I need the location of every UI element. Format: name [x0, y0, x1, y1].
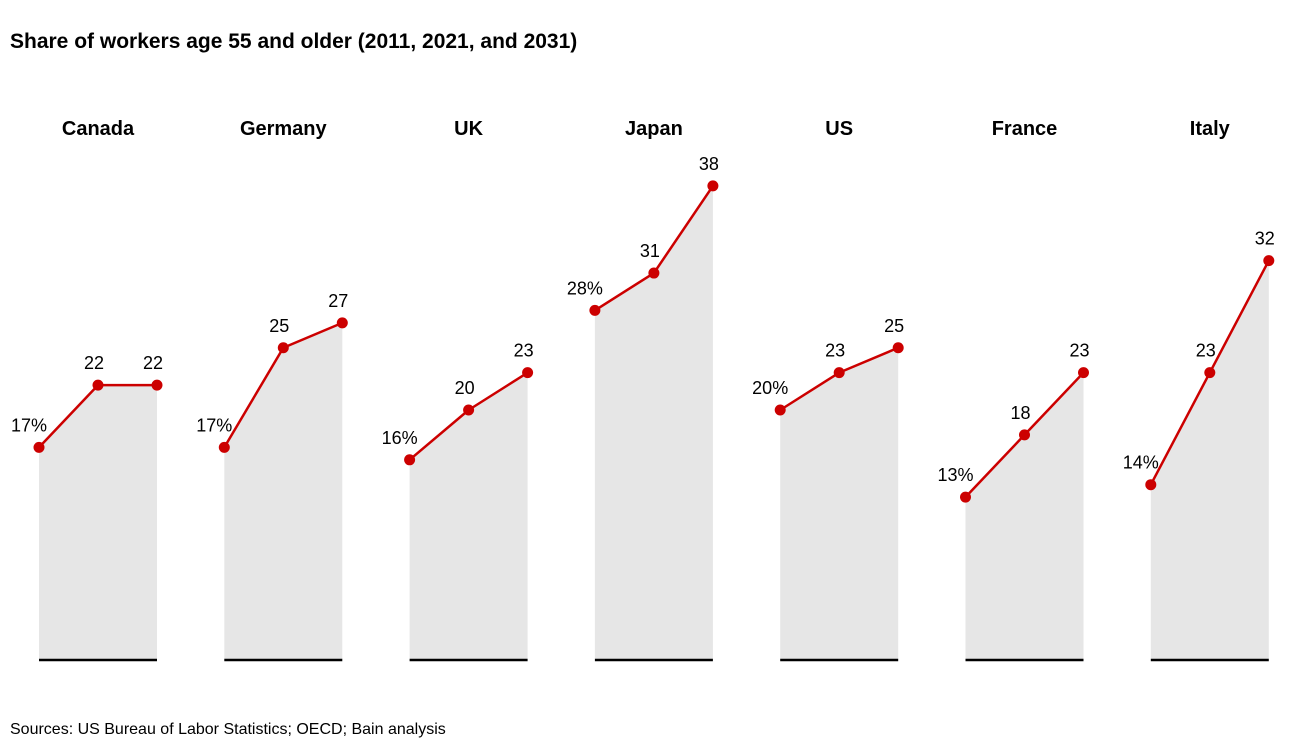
- point-us-2011: [774, 404, 786, 416]
- data-label-uk-2031: 23: [514, 341, 534, 361]
- point-italy-2021: [1204, 367, 1216, 379]
- country-label-germany: Germany: [240, 118, 328, 140]
- point-germany-2031: [336, 317, 348, 329]
- area-france: [965, 372, 1084, 659]
- data-label-italy-2011: 14%: [1123, 453, 1159, 473]
- point-uk-2021: [463, 404, 475, 416]
- point-france-2021: [1019, 429, 1030, 441]
- point-germany-2021: [277, 342, 289, 354]
- point-france-2031: [1078, 367, 1089, 379]
- country-label-uk: UK: [454, 118, 483, 140]
- point-germany-2011: [218, 441, 230, 453]
- area-canada: [39, 385, 157, 659]
- data-label-canada-2021: 22: [84, 353, 104, 373]
- country-label-canada: Canada: [62, 118, 135, 140]
- chart-source: Sources: US Bureau of Labor Statistics; …: [10, 721, 446, 738]
- data-label-italy-2021: 23: [1196, 341, 1216, 361]
- point-canada-2031: [151, 379, 163, 391]
- data-label-japan-2031: 38: [699, 154, 719, 174]
- data-label-canada-2031: 22: [143, 353, 163, 373]
- area-italy: [1150, 260, 1269, 659]
- data-label-germany-2021: 25: [269, 316, 289, 336]
- point-france-2011: [960, 491, 971, 503]
- point-us-2031: [892, 342, 904, 354]
- point-canada-2021: [92, 379, 104, 391]
- point-us-2021: [833, 367, 845, 379]
- data-label-japan-2021: 31: [640, 241, 660, 261]
- point-italy-2011: [1145, 479, 1157, 491]
- point-japan-2011: [589, 304, 601, 316]
- country-label-france: France: [992, 118, 1058, 140]
- point-japan-2031: [707, 180, 719, 192]
- point-uk-2031: [522, 367, 534, 379]
- area-japan: [594, 185, 713, 659]
- data-label-us-2011: 20%: [752, 378, 788, 398]
- data-label-france-2031: 23: [1069, 341, 1089, 361]
- country-label-italy: Italy: [1190, 118, 1231, 140]
- point-uk-2011: [404, 454, 416, 466]
- point-japan-2021: [648, 267, 660, 279]
- country-label-japan: Japan: [625, 118, 683, 140]
- data-label-canada-2011: 17%: [11, 415, 47, 435]
- data-label-france-2011: 13%: [937, 465, 973, 485]
- data-label-germany-2031: 27: [328, 291, 348, 311]
- area-uk: [409, 372, 528, 659]
- area-germany: [224, 322, 343, 659]
- data-label-us-2031: 25: [884, 316, 904, 336]
- area-us: [780, 347, 899, 659]
- chart-title: Share of workers age 55 and older (2011,…: [10, 30, 578, 53]
- point-canada-2011: [33, 441, 45, 453]
- data-label-uk-2021: 20: [455, 378, 475, 398]
- country-label-us: US: [825, 118, 853, 140]
- point-italy-2031: [1263, 255, 1275, 267]
- data-label-uk-2011: 16%: [382, 428, 418, 448]
- data-label-italy-2031: 32: [1255, 229, 1275, 249]
- data-label-us-2021: 23: [825, 341, 845, 361]
- data-label-japan-2011: 28%: [567, 278, 603, 298]
- data-label-france-2021: 18: [1010, 403, 1030, 423]
- data-label-germany-2011: 17%: [196, 415, 232, 435]
